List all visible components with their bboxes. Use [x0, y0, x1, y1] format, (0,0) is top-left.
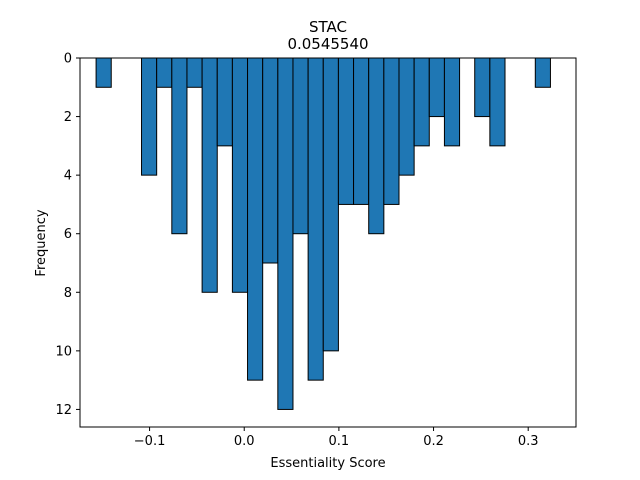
y-tick-label: 6 — [64, 227, 72, 242]
y-tick-label: 8 — [64, 286, 72, 301]
histogram-bar — [398, 57, 415, 176]
x-tick-label: 0.2 — [423, 434, 444, 449]
histogram-bar — [322, 57, 339, 352]
histogram-bar — [95, 57, 112, 88]
histogram-bar — [201, 57, 218, 293]
y-tick-label: 0 — [64, 52, 72, 67]
chart-title: STAC — [309, 18, 347, 36]
x-tick-label: 0.0 — [234, 434, 255, 449]
histogram-bar — [443, 57, 461, 147]
histogram-bar — [474, 57, 491, 118]
y-axis-label: Frequency — [34, 209, 49, 276]
x-tick-label: 0.3 — [518, 434, 539, 449]
histogram-bar — [383, 57, 400, 205]
x-tick-label: −0.1 — [134, 434, 166, 449]
histogram-bar — [337, 57, 355, 205]
chart-subtitle: 0.0545540 — [287, 35, 368, 53]
x-axis-ticks: −0.1 0.0 0.1 0.2 0.3 — [134, 427, 539, 449]
histogram-bar — [534, 57, 551, 88]
y-tick-label: 10 — [55, 344, 72, 359]
histogram-bar — [171, 57, 188, 235]
histogram-bar — [247, 57, 264, 381]
histogram-bar — [262, 57, 279, 264]
x-tick-label: 0.1 — [329, 434, 350, 449]
histogram-bar — [186, 57, 203, 88]
y-axis-ticks: 0 2 4 6 8 10 12 — [55, 52, 80, 418]
histogram-bar — [489, 57, 506, 147]
histogram-bar — [353, 57, 370, 205]
histogram-bar — [428, 57, 445, 118]
histogram-bar — [277, 57, 294, 410]
histogram-bar — [413, 57, 430, 147]
y-tick-label: 12 — [55, 403, 72, 418]
histogram-bar — [216, 57, 233, 147]
histogram-bar — [368, 57, 385, 235]
histogram-bar — [292, 57, 309, 235]
bars-group — [95, 57, 551, 410]
y-tick-label: 2 — [64, 110, 72, 125]
axes-frame — [79, 57, 577, 428]
histogram-bar — [307, 57, 324, 381]
histogram-bar — [156, 57, 173, 88]
histogram-bar — [141, 57, 158, 176]
histogram-bar — [231, 57, 249, 293]
y-tick-label: 4 — [64, 169, 72, 184]
x-axis-label: Essentiality Score — [270, 456, 385, 471]
